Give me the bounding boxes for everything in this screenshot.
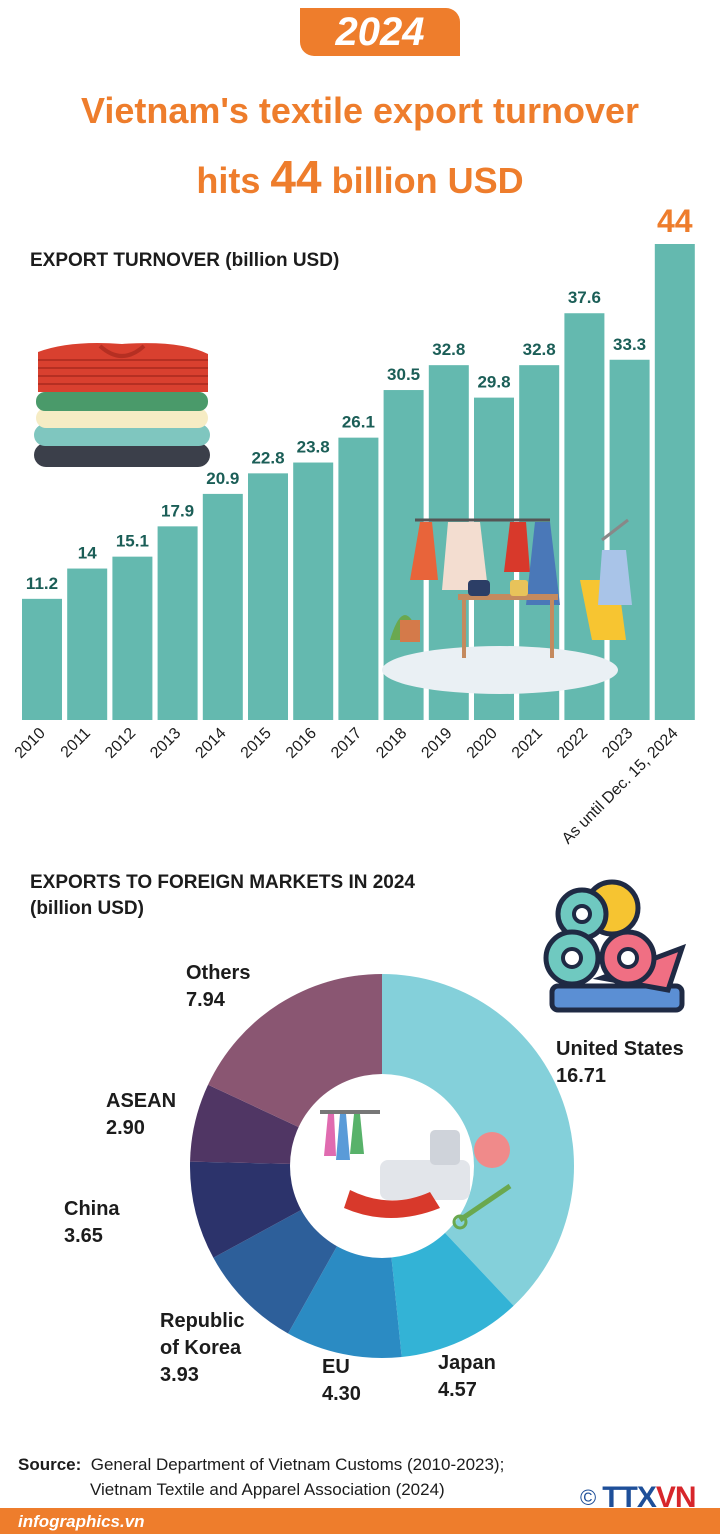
copyright-icon: © — [580, 1485, 597, 1510]
label-others-value: 7.94 — [186, 989, 225, 1011]
donut-chart — [189, 974, 574, 1358]
label-asean-value: 2.90 — [106, 1117, 145, 1139]
label-korea-value: 3.93 — [160, 1364, 199, 1386]
label-japan: Japan 4.57 — [438, 1350, 496, 1404]
label-eu-name: EU — [322, 1356, 350, 1378]
bar-category-label: 2016 — [283, 725, 320, 762]
bar-value-label: 32.8 — [523, 340, 556, 359]
label-eu-value: 4.30 — [322, 1383, 361, 1405]
label-asean: ASEAN 2.90 — [106, 1088, 176, 1142]
footer-site[interactable]: infographics.vn — [18, 1512, 145, 1531]
bar-2015 — [248, 473, 288, 720]
bar-chart-title: EXPORT TURNOVER (billion USD) — [30, 250, 340, 271]
bar-category-label: 2018 — [373, 725, 410, 762]
bar-category-label: 2010 — [12, 725, 49, 762]
label-asean-name: ASEAN — [106, 1090, 177, 1112]
source-label: Source: — [18, 1455, 82, 1474]
bar-value-label: 23.8 — [297, 438, 330, 457]
bar-category-label: 2017 — [328, 725, 365, 762]
title-post: billion USD — [321, 160, 524, 201]
bar-2013 — [157, 526, 198, 720]
bar-2023 — [609, 359, 650, 720]
label-united-states-value: 16.71 — [556, 1065, 607, 1087]
bar-value-label: 14 — [78, 544, 97, 563]
page-title-line1: Vietnam's textile export turnover — [80, 90, 640, 131]
source-line2: Vietnam Textile and Apparel Association … — [90, 1480, 445, 1499]
bar-chart: 11.2 14 15.1 17.9 20.9 22.8 23.8 26.1 30.5 32.8 29… — [12, 203, 695, 848]
source-note: Source: General Department of Vietnam Cu… — [18, 1452, 504, 1502]
logo-text: TTXVN — [602, 1481, 697, 1515]
label-others: Others 7.94 — [186, 960, 250, 1014]
bar-value-label: 26.1 — [342, 413, 375, 432]
bar-2016 — [293, 462, 334, 720]
logo-part2: VN — [655, 1481, 697, 1514]
bar-category-label: 2013 — [147, 725, 184, 762]
bar-category-label: 2020 — [464, 725, 501, 762]
donut-title-line1: EXPORTS TO FOREIGN MARKETS IN 2024 — [30, 872, 416, 893]
bar-value-label: 32.8 — [432, 340, 465, 359]
label-japan-value: 4.57 — [438, 1379, 477, 1401]
bar-category-label: 2023 — [599, 725, 636, 762]
bar-value-label: 20.9 — [206, 469, 239, 488]
bar-2012 — [112, 556, 153, 720]
label-united-states: United States 16.71 — [556, 1036, 684, 1090]
label-japan-name: Japan — [438, 1352, 496, 1374]
bar-as-until-dec-15-2024 — [654, 244, 695, 720]
label-united-states-name: United States — [556, 1038, 684, 1060]
logo-part1: TTX — [602, 1481, 657, 1514]
label-korea-name2: of Korea — [160, 1337, 242, 1359]
donut-title-line2: (billion USD) — [30, 898, 144, 919]
label-china-value: 3.65 — [64, 1225, 103, 1247]
label-korea: Republic of Korea 3.93 — [160, 1308, 244, 1389]
bar-2017 — [338, 437, 379, 720]
bar-value-label: 37.6 — [568, 288, 601, 307]
bar-category-label: 2014 — [192, 725, 229, 762]
ttxvn-logo: © TTXVN — [580, 1478, 710, 1518]
source-line1: General Department of Vietnam Customs (2… — [90, 1455, 505, 1474]
bar-value-label: 11.2 — [26, 574, 58, 593]
clothing-store-icon — [382, 518, 632, 694]
bar-value-label: 29.8 — [477, 373, 510, 392]
title-pre: hits — [196, 160, 271, 201]
footer-bar — [0, 1508, 720, 1534]
year-badge-text: 2024 — [335, 9, 425, 54]
label-others-name: Others — [186, 962, 251, 984]
year-badge: 2024 — [300, 8, 460, 56]
bar-value-label: 30.5 — [387, 365, 420, 384]
fabric-rolls-icon — [543, 879, 687, 1013]
bar-value-label: 33.3 — [613, 335, 646, 354]
bar-value-label: 15.1 — [116, 532, 149, 551]
bar-category-label: 2019 — [418, 725, 455, 762]
bar-category-label: 2015 — [238, 725, 275, 762]
label-china-name: China — [64, 1198, 120, 1220]
bar-value-label: 22.8 — [251, 448, 284, 467]
label-eu: EU 4.30 — [322, 1354, 361, 1408]
label-korea-name1: Republic — [160, 1310, 245, 1332]
bar-category-label: 2011 — [58, 725, 94, 761]
bar-2010 — [22, 598, 62, 720]
bar-2011 — [67, 568, 108, 720]
page-title-line2: hits 44 billion USD — [0, 150, 720, 204]
garment-factory-icon — [320, 1110, 512, 1230]
bar-category-label: 2022 — [554, 725, 591, 762]
bar-category-label: 2021 — [509, 725, 546, 762]
bar-2014 — [202, 493, 243, 720]
bar-category-label: 2012 — [102, 725, 139, 762]
bar-value-label: 44 — [657, 203, 693, 239]
folded-clothes-icon — [34, 343, 210, 467]
title-number: 44 — [270, 151, 322, 203]
label-china: China 3.65 — [64, 1196, 120, 1250]
bar-value-label: 17.9 — [161, 501, 194, 520]
